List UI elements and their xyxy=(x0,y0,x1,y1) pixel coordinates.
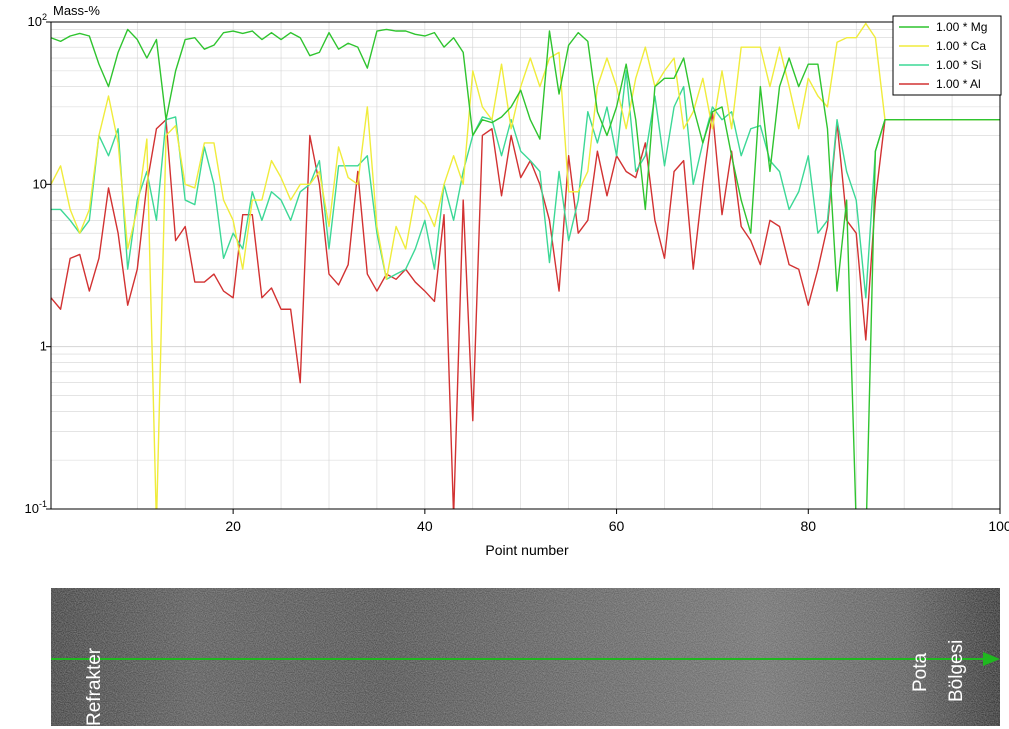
line-chart: 102 10 1 10-1 20 40 60 80 100 Mass-% Point numb… xyxy=(25,3,1009,558)
x-tick-label: 100 xyxy=(988,518,1009,534)
series-line-al xyxy=(51,111,1000,509)
y-axis-ticks: 102 10 1 10-1 xyxy=(25,12,51,516)
series-line-si xyxy=(51,70,1000,299)
legend-label: 1.00 * Mg xyxy=(936,20,987,34)
legend: 1.00 * Mg 1.00 * Ca 1.00 * Si 1.00 * Al xyxy=(892,15,1002,96)
x-tick-label: 40 xyxy=(417,518,433,534)
y-tick-label: 10-1 xyxy=(25,499,47,516)
scan-direction-arrow xyxy=(983,652,1000,666)
legend-label: 1.00 * Al xyxy=(936,77,981,91)
label-refrakter: Refrakter xyxy=(84,647,105,726)
series-line-mg xyxy=(51,28,1000,509)
plot-frame xyxy=(50,21,1001,510)
micrograph-texture xyxy=(51,588,1000,726)
x-tick-label: 80 xyxy=(800,518,816,534)
x-axis-label: Point number xyxy=(485,542,569,558)
label-bolgesi: Bölgesi xyxy=(946,639,967,702)
y-axis-label: Mass-% xyxy=(53,3,100,18)
micrograph-image xyxy=(51,588,1000,726)
x-tick-label: 60 xyxy=(609,518,625,534)
legend-label: 1.00 * Si xyxy=(936,58,981,72)
series-line-ca xyxy=(51,22,1000,509)
plot-area xyxy=(51,22,1000,509)
x-axis-ticks: 20 40 60 80 100 xyxy=(225,509,1009,534)
x-tick-label: 20 xyxy=(225,518,241,534)
grid xyxy=(51,22,1000,510)
y-tick-label: 10 xyxy=(33,176,47,191)
legend-label: 1.00 * Ca xyxy=(936,39,986,53)
y-tick-label: 1 xyxy=(40,339,47,354)
label-pota: Pota xyxy=(910,652,931,692)
y-tick-label: 102 xyxy=(28,12,47,29)
series-layer xyxy=(51,22,1000,509)
legend-box xyxy=(892,15,1002,96)
